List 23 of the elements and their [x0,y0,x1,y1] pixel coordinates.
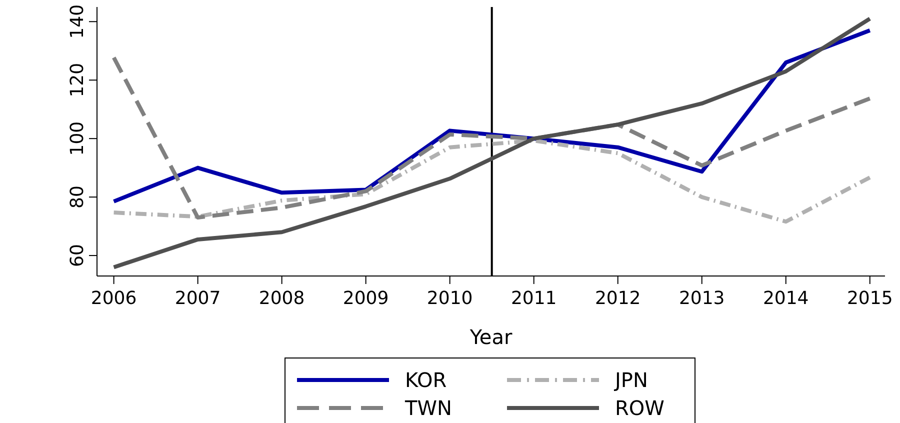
x-tick-label: 2011 [510,288,557,309]
x-tick-label: 2006 [90,288,137,309]
y-tick-label: 140 [67,4,88,39]
y-tick-label: 100 [67,121,88,156]
x-tick-label: 2013 [678,288,725,309]
y-tick-label: 60 [67,244,88,267]
x-tick-label: 2014 [762,288,809,309]
legend-label: KOR [405,368,447,392]
legend-label: ROW [615,396,665,420]
legend-label: JPN [613,368,648,392]
y-tick-label: 80 [67,186,88,209]
x-axis-title: Year [468,325,513,349]
y-tick-label: 120 [67,62,88,98]
x-tick-label: 2015 [846,288,893,309]
line-series [112,138,872,224]
x-tick-label: 2012 [594,288,641,309]
legend-label: TWN [404,396,452,420]
x-tick-label: 2009 [342,288,389,309]
x-tick-label: 2007 [174,288,221,309]
x-tick-label: 2010 [426,288,473,309]
line-series [112,16,872,270]
line-series [112,56,872,220]
x-tick-label: 2008 [258,288,305,309]
